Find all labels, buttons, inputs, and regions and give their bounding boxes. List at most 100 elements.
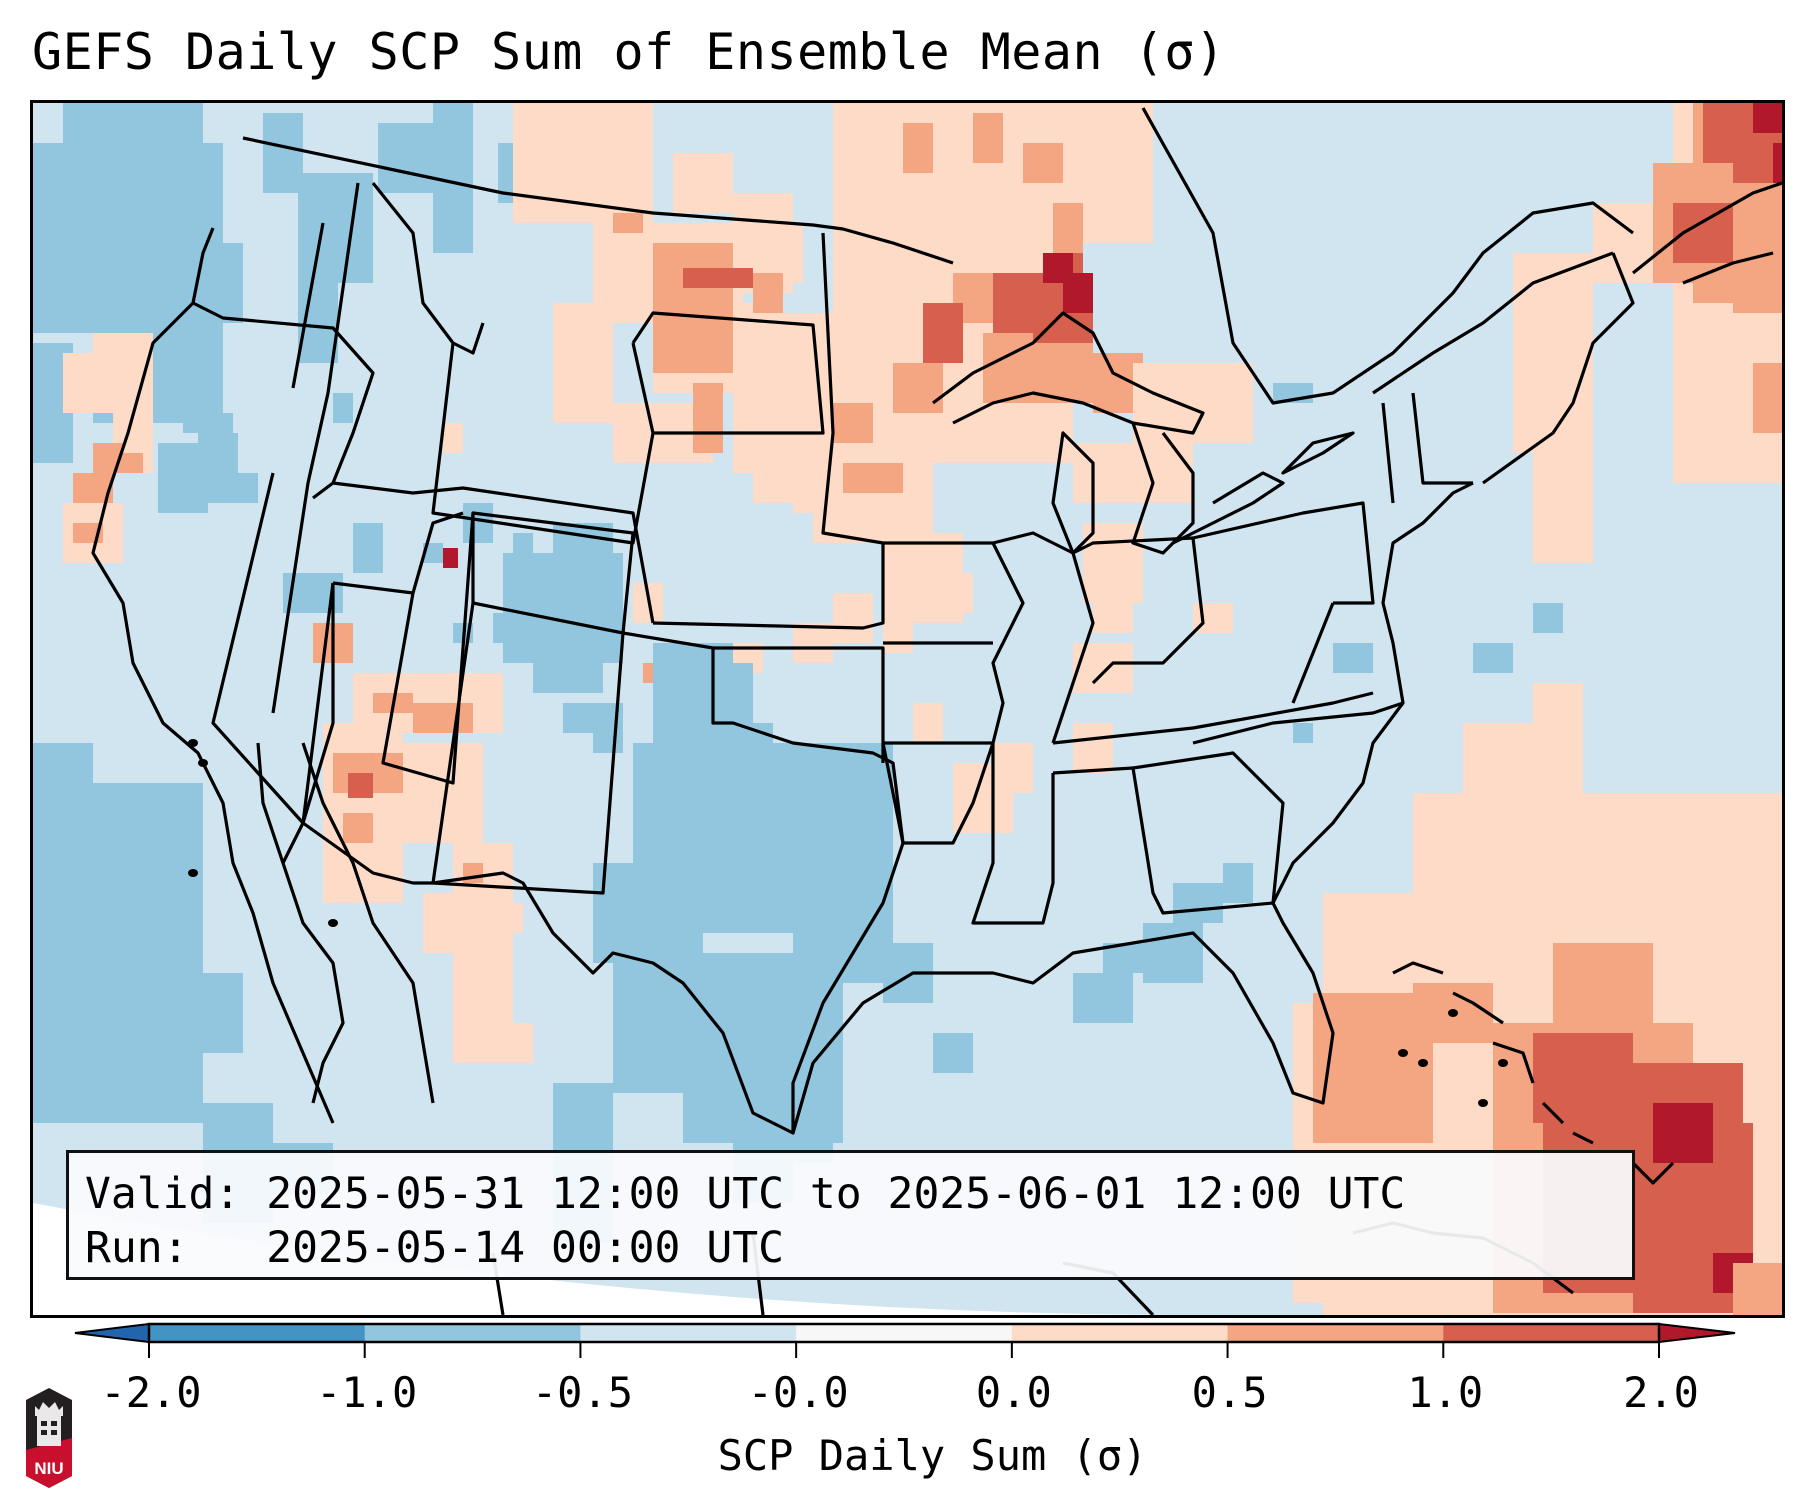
projection-edge: [33, 1203, 1233, 1315]
anomaly-cell: [218, 473, 258, 503]
anomaly-cell: [1733, 1263, 1782, 1315]
boundary-line: [1052, 691, 1374, 745]
boundary-line: [932, 311, 1205, 435]
boundary-line: [381, 512, 475, 785]
boundary-line: [1392, 961, 1444, 975]
boundary-line: [91, 227, 335, 1124]
anomaly-cell: [1073, 643, 1133, 693]
island-marker: [188, 739, 198, 747]
anomaly-cell: [613, 213, 643, 233]
island-marker: [1418, 1059, 1428, 1067]
boundary-line: [291, 222, 325, 389]
colorbar-label: SCP Daily Sum (σ): [0, 1431, 1803, 1481]
boundary-line: [631, 311, 825, 435]
anomaly-cell: [1333, 643, 1373, 673]
boundary-line: [1492, 1041, 1535, 1084]
boundary-line: [1072, 536, 1205, 685]
boundary-line: [1291, 602, 1335, 704]
boundary-line: [1541, 1101, 1565, 1125]
anomaly-cell: [903, 123, 933, 173]
boundary-line: [332, 511, 464, 595]
colorbar-bin: [1443, 1324, 1660, 1342]
boundary-line: [1192, 501, 1375, 605]
colorbar-tick-label: -2.0: [100, 1368, 202, 1417]
boundaries: [91, 107, 1782, 1315]
anomaly-cell: [983, 333, 1033, 403]
anomaly-cell: [1753, 103, 1782, 133]
anomaly-cell: [1653, 1103, 1713, 1163]
boundary-line: [371, 182, 485, 355]
run-time: 2025-05-14 00:00 UTC: [266, 1223, 784, 1273]
boundary-line: [1132, 751, 1285, 904]
anomaly-cell: [843, 463, 903, 493]
anomaly-cell: [333, 393, 353, 423]
anomaly-cell: [63, 103, 203, 163]
anomaly-cell: [593, 863, 703, 963]
anomaly-cell: [343, 813, 373, 843]
anomaly-cell: [403, 743, 483, 843]
colorbar-tick-label: -0.0: [747, 1368, 849, 1417]
anomaly-cell: [833, 403, 873, 443]
boundary-line: [242, 136, 954, 265]
colorbar-tick-label: 2.0: [1623, 1368, 1699, 1417]
anomaly-cell: [1293, 723, 1313, 743]
anomaly-cell: [533, 633, 603, 693]
boundary-line: [302, 821, 433, 885]
anomaly-cell: [973, 113, 1003, 163]
map-panel: [30, 100, 1785, 1318]
anomaly-cell: [693, 383, 723, 453]
anomaly-cell: [1093, 593, 1133, 633]
colorbar-tick-label: -0.5: [531, 1368, 633, 1417]
boundary-line: [1372, 251, 1614, 395]
anomaly-cell: [503, 1023, 533, 1063]
anomaly-cell: [673, 153, 733, 213]
anomaly-cell: [673, 333, 743, 363]
anomaly-cell: [123, 453, 143, 473]
anomaly-cell: [173, 463, 203, 503]
map-canvas: [33, 103, 1782, 1315]
island-marker: [1398, 1049, 1408, 1057]
anomaly-cell: [713, 268, 753, 288]
anomaly-cell: [713, 663, 753, 723]
anomaly-cell: [473, 513, 493, 533]
anomaly-cell: [1533, 683, 1583, 743]
anomaly-cell: [263, 113, 303, 193]
colorbar: [74, 1322, 1736, 1358]
island-marker: [198, 759, 208, 767]
boundary-line: [1172, 471, 1285, 545]
colorbar-tick-label: 1.0: [1407, 1368, 1484, 1417]
island-marker: [1448, 1009, 1458, 1017]
anomaly-cell: [1073, 723, 1113, 773]
anomaly-cell: [443, 423, 463, 453]
anomaly-cell: [1593, 203, 1653, 283]
boundary-line: [1452, 991, 1504, 1025]
boundary-line: [1682, 251, 1774, 285]
colorbar-bin: [796, 1324, 1013, 1342]
boundary-line: [1051, 431, 1095, 555]
boundary-line: [271, 182, 360, 714]
anomaly-cell: [553, 303, 613, 423]
anomaly-cell: [463, 863, 483, 883]
anomaly-cell: [1773, 143, 1782, 183]
boundary-line: [432, 631, 905, 1135]
anomaly-cell: [1023, 143, 1063, 183]
anomaly-cell: [833, 593, 873, 643]
colorbar-bin: [1227, 1324, 1444, 1342]
anomaly-cell: [883, 623, 913, 653]
boundary-line: [1281, 431, 1355, 475]
anomaly-cell: [1173, 883, 1223, 923]
anomaly-cell: [1223, 863, 1253, 903]
boundary-line: [1192, 701, 1404, 745]
anomaly-cell: [413, 703, 473, 733]
boundary-line: [971, 743, 1055, 925]
anomaly-cell: [353, 523, 383, 573]
anomaly-cell: [1473, 643, 1513, 673]
boundary-line: [713, 646, 885, 763]
colorbar-bin: [580, 1324, 797, 1342]
anomaly-cell: [423, 543, 443, 563]
boundary-line: [256, 742, 345, 1104]
anomaly-cell: [1733, 223, 1782, 313]
anomaly-cell: [933, 573, 973, 613]
anomaly-cell: [1533, 603, 1563, 633]
anomaly-cell: [1063, 273, 1093, 313]
